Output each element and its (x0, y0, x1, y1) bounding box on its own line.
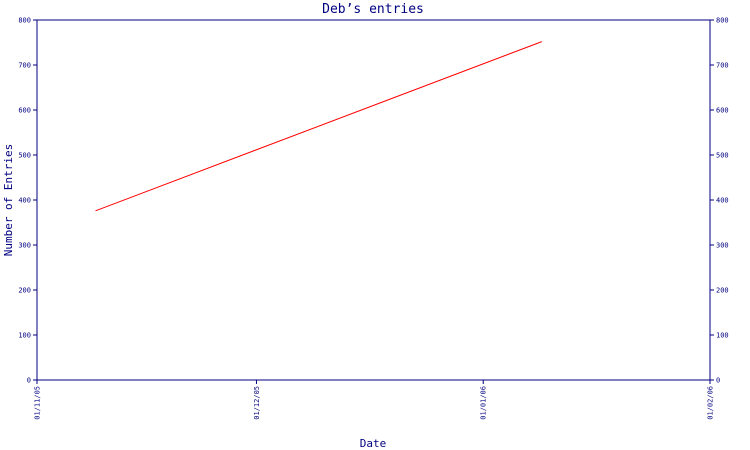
y-tick-label-right: 0 (716, 377, 720, 385)
y-tick-label: 200 (18, 287, 31, 295)
y-tick-label-right: 400 (716, 197, 729, 205)
x-tick-label: 01/11/05 (34, 386, 42, 420)
y-tick-label: 500 (18, 152, 31, 160)
y-tick-label-right: 600 (716, 107, 729, 115)
y-tick-label-right: 100 (716, 332, 729, 340)
y-axis-right: 0 100 200 300 400 500 600 700 800 (710, 17, 729, 385)
y-axis-label: Number of Entries (2, 144, 15, 257)
y-tick-label: 800 (18, 17, 31, 25)
x-tick-label: 01/12/05 (253, 386, 261, 420)
x-tick-label: 01/01/06 (480, 386, 488, 420)
x-axis: 01/11/05 01/12/05 01/01/06 01/02/06 (34, 380, 715, 420)
y-axis-left: 0 100 200 300 400 500 600 700 800 (18, 17, 37, 385)
y-tick-label-right: 300 (716, 242, 729, 250)
y-tick-label: 700 (18, 62, 31, 70)
series-group (95, 41, 542, 212)
y-tick-label-right: 500 (716, 152, 729, 160)
plot-area (36, 19, 711, 381)
y-tick-label: 100 (18, 332, 31, 340)
y-tick-label: 300 (18, 242, 31, 250)
y-tick-label: 400 (18, 197, 31, 205)
x-tick-label: 01/02/06 (707, 386, 715, 420)
chart-title: Deb’s entries (322, 2, 424, 17)
y-tick-label: 0 (27, 377, 31, 385)
series-line (95, 41, 542, 212)
y-tick-label: 600 (18, 107, 31, 115)
y-tick-label-right: 700 (716, 62, 729, 70)
x-axis-label: Date (360, 437, 387, 450)
y-tick-label-right: 200 (716, 287, 729, 295)
y-tick-label-right: 800 (716, 17, 729, 25)
